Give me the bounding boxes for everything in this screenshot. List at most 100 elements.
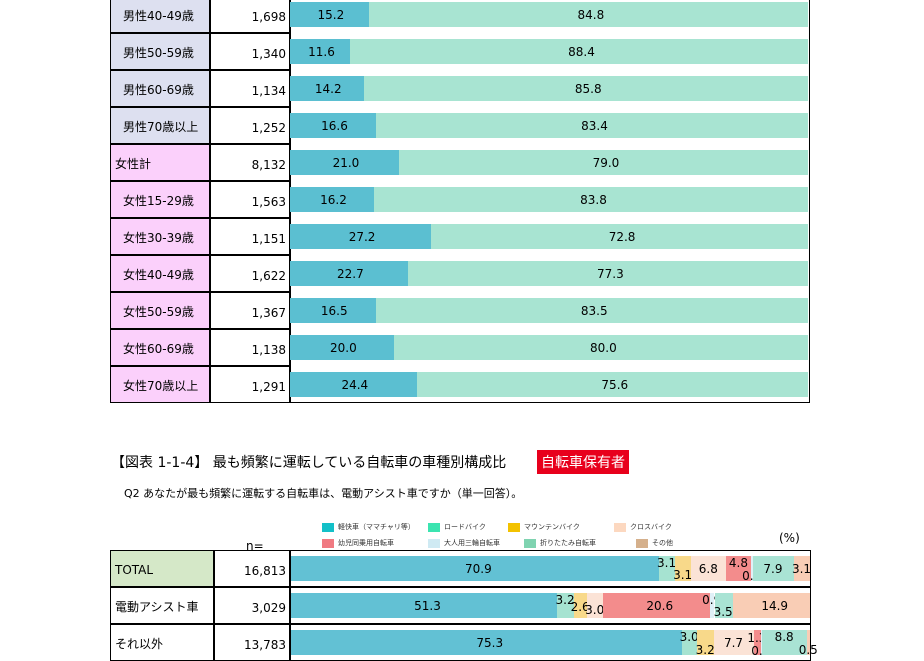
bar-no-value: 72.8 [608, 229, 636, 244]
row-label-text: 男性60-69歳 [123, 82, 194, 97]
legend-item: 軽快車（ママチャリ等） [322, 522, 415, 532]
bar-no-value: 85.8 [574, 81, 602, 96]
row-n: 8,132 [210, 144, 290, 181]
row-n-text: 1,340 [251, 46, 286, 61]
bar-yes-value: 27.2 [348, 229, 376, 244]
legend-item: クロスバイク [614, 522, 672, 532]
bar-yes-value: 24.4 [341, 377, 369, 392]
row-label-text: 男性70歳以上 [123, 119, 199, 134]
row-n-text: 1,134 [251, 83, 286, 98]
bar-segment [602, 593, 710, 618]
question-text: Q2 あなたが最も頻繁に運転する自転車は、電動アシスト車ですか（単一回答）。 [124, 487, 523, 500]
row-label: 女性30-39歳 [110, 218, 210, 255]
row-n-text: 1,367 [251, 305, 286, 320]
bar-segment [751, 556, 753, 581]
bar-yes-value: 16.2 [320, 192, 347, 207]
bar-yes: 11.6 [290, 39, 351, 64]
segment-value: 75.3 [476, 635, 504, 650]
bar-segment [753, 630, 761, 655]
row-label-text: 女性50-59歳 [123, 304, 194, 319]
legend-label: 幼児同乗用自転車 [338, 539, 394, 547]
bar-segment [587, 593, 603, 618]
segment-value: 7.9 [763, 561, 783, 576]
row-n: 1,134 [210, 70, 290, 107]
row-n: 1,622 [210, 255, 290, 292]
legend-label: マウンテンバイク [524, 523, 580, 531]
bar-yes: 14.2 [290, 76, 364, 101]
row-label: 女性60-69歳 [110, 329, 210, 366]
figure-title: 【図表 1-1-4】 最も頻繁に運転している自転車の車種別構成比 [111, 455, 507, 471]
segment-value: 3.1 [657, 555, 677, 570]
segment-value: 3.0 [679, 629, 699, 644]
bar-yes: 22.7 [290, 261, 409, 286]
bar-cell [290, 587, 811, 624]
row-label: 男性50-59歳 [110, 33, 210, 70]
bar-yes-value: 15.2 [317, 7, 345, 22]
bar-segment [709, 593, 715, 618]
legend-label: その他 [652, 539, 673, 547]
bar-no: 75.6 [416, 372, 808, 397]
segment-value: 51.3 [414, 598, 441, 613]
row-label-text: 電動アシスト車 [115, 599, 199, 614]
row-n: 1,367 [210, 292, 290, 329]
row-label: 女性50-59歳 [110, 292, 210, 329]
row-n-text: 1,622 [251, 268, 286, 283]
row-n: 13,783 [214, 624, 290, 661]
bar-segment [760, 630, 762, 655]
row-n-text: 1,291 [251, 379, 286, 394]
bar-yes-value: 20.0 [330, 340, 357, 355]
legend-label: クロスバイク [630, 523, 672, 531]
bar-segment [681, 630, 698, 655]
bar-yes: 20.0 [290, 335, 394, 360]
segment-value: 20.6 [646, 598, 674, 613]
bar-no: 83.5 [375, 298, 808, 323]
legend-label: 折りたたみ自転車 [540, 539, 596, 547]
row-n: 1,151 [210, 218, 290, 255]
bar-no-value: 83.8 [580, 192, 607, 207]
row-n: 1,252 [210, 107, 290, 144]
bar-segment [761, 630, 808, 655]
bar-segment [291, 630, 682, 655]
row-n: 1,291 [210, 366, 290, 403]
row-n-text: 1,563 [251, 194, 286, 209]
bar-no-value: 83.4 [581, 118, 608, 133]
row-n-text: 13,783 [244, 637, 286, 652]
bar-no-value: 75.6 [601, 377, 629, 392]
row-label-text: TOTAL [115, 562, 154, 577]
segment-value: 70.9 [464, 561, 492, 576]
row-label: 女性70歳以上 [110, 366, 210, 403]
bar-segment [713, 630, 754, 655]
segment-value: 3.2 [555, 592, 575, 607]
legend-item: マウンテンバイク [508, 522, 580, 532]
legend-swatch [322, 522, 334, 532]
segment-value: 2.6 [570, 599, 590, 614]
segment-value: 3.2 [695, 642, 715, 657]
bar-segment [557, 593, 574, 618]
segment-value: 6.8 [698, 561, 718, 576]
bar-segment [291, 556, 659, 581]
row-label-text: それ以外 [115, 636, 164, 651]
bar-segment [752, 556, 794, 581]
row-n: 1,340 [210, 33, 290, 70]
segment-value: 4.8 [728, 555, 748, 570]
bar-segment [675, 556, 692, 581]
legend-swatch [636, 538, 648, 548]
row-label: TOTAL [110, 550, 214, 587]
row-n-text: 1,252 [251, 120, 286, 135]
row-n-text: 1,138 [251, 342, 286, 357]
row-label-text: 女性30-39歳 [123, 230, 194, 245]
row-n: 1,138 [210, 329, 290, 366]
row-label-text: 女性40-49歳 [123, 267, 194, 282]
bar-yes-value: 14.2 [314, 81, 342, 96]
bar-no-value: 77.3 [597, 266, 624, 281]
bar-no: 72.8 [431, 224, 808, 249]
bar-segment [691, 556, 727, 581]
legend-swatch [428, 522, 440, 532]
bar-cell [290, 550, 811, 587]
legend-label: 軽快車（ママチャリ等） [338, 523, 415, 531]
bar-no-value: 80.0 [590, 340, 617, 355]
row-label: 女性15-29歳 [110, 181, 210, 218]
legend-label: ロードバイク [444, 523, 486, 531]
bar-no: 88.4 [350, 39, 808, 64]
legend-swatch [524, 538, 536, 548]
